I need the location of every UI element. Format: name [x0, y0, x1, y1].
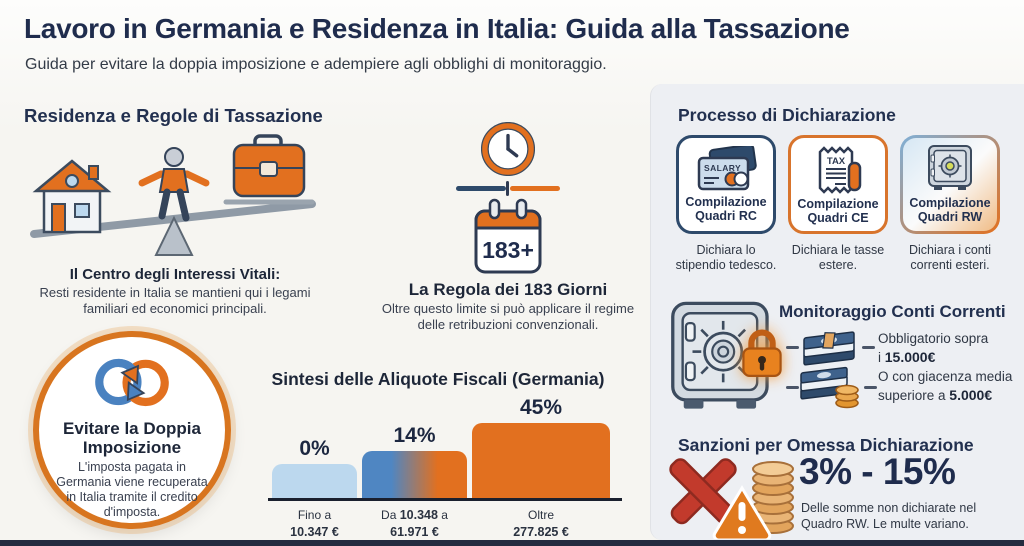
section-heading-residenza: Residenza e Regole di Tassazione [24, 105, 323, 126]
rule-183-body: Oltre questo limite si può applicare il … [381, 301, 635, 332]
safe-icon [671, 301, 769, 409]
card-caption-ce: Dichiara le tasse estere. [791, 243, 885, 273]
calendar-days-label: 183+ [482, 237, 534, 263]
chart-baseline [268, 498, 622, 501]
coins-stack-icon [752, 461, 794, 534]
padlock-icon [742, 329, 782, 377]
card-quadri-rw: Compilazione Quadri RW [900, 135, 1000, 234]
sanction-range-value: 3% - 15% [799, 451, 956, 492]
coins-icon [835, 384, 859, 409]
connector-dash [862, 346, 875, 349]
chart-bars: 0% 14% 45% [268, 396, 622, 498]
card-caption-rc: Dichiara lo stipendio tedesco. [675, 243, 777, 273]
bar-value-label: 45% [519, 396, 563, 419]
timeline-divider [456, 181, 560, 196]
banknotes-icon [803, 331, 855, 366]
bar-group-1: 0% [272, 437, 357, 498]
vital-interests-title: Il Centro degli Interessi Vitali: [69, 266, 281, 283]
tick-label-1: Fino a 10.347 € [290, 508, 339, 539]
card-quadri-rc: SALARY Compilazione Quadri RC [676, 135, 776, 234]
tick-label-2: Da 10.348 a 61.971 € [381, 508, 448, 539]
sanction-caption: Delle somme non dichiarate nel Quadro RW… [801, 501, 977, 531]
monitoring-item-1: Obbligatorio sopra i 15.000€ [878, 331, 989, 365]
salary-card-icon: SALARY [697, 146, 757, 191]
red-x-icon [669, 458, 737, 525]
safe-vault-icon [928, 145, 972, 190]
clock-icon [481, 122, 535, 176]
section-heading-processo: Processo di Dichiarazione [678, 105, 896, 125]
warning-triangle-icon [712, 485, 772, 539]
vital-interests-body: Resti residente in Italia se mantieni qu… [39, 285, 311, 316]
briefcase-icon [232, 134, 306, 198]
section-heading-sanzioni: Sanzioni per Omessa Dichiarazione [678, 435, 974, 455]
calendar-183-icon: 183+ [474, 198, 542, 274]
pivot-icon [154, 215, 194, 256]
page-title: Lavoro in Germania e Residenza in Italia… [24, 13, 850, 44]
tax-rates-bar-chart: 0% 14% 45% Fino a 10.347 € Da 10.348 a 6… [268, 396, 622, 540]
seesaw-balance-illustration [30, 134, 316, 256]
salary-text: SALARY [704, 163, 741, 173]
connector-dash [786, 346, 799, 349]
tax-receipt-icon: TAX [818, 146, 862, 194]
page-subtitle: Guida per evitare la doppia imposizione … [25, 56, 607, 73]
banknotes-coins-icon [800, 366, 859, 409]
chart-title: Sintesi delle Aliquote Fiscali (Germania… [271, 369, 605, 389]
tick-label-3: Oltre 277.825 € [513, 508, 569, 539]
timeline-tick [506, 181, 509, 196]
tax-text: TAX [827, 156, 846, 167]
timeline-left-segment [456, 186, 506, 191]
connector-dash [864, 386, 877, 389]
monitoring-item-2: O con giacenza media superiore a 5.000€ [878, 369, 1013, 403]
bar-45-percent [472, 423, 610, 498]
connector-dash [786, 386, 799, 389]
bottom-accent-bar [0, 540, 1024, 546]
chart-tick-labels: Fino a 10.347 € Da 10.348 a 61.971 € Olt… [268, 507, 622, 540]
double-taxation-title: Evitare la Doppia Imposizione [63, 419, 201, 458]
bar-group-2: 14% [362, 424, 467, 498]
bar-value-label: 0% [299, 437, 330, 460]
rule-183-title: La Regola dei 183 Giorni [408, 280, 608, 299]
circular-arrows-icon [95, 358, 169, 407]
timeline-right-segment [510, 186, 560, 191]
bar-0-percent [272, 464, 357, 498]
balancing-person-icon [138, 147, 210, 222]
card-caption-rw: Dichiara i conti correnti esteri. [909, 243, 991, 273]
double-taxation-badge: Evitare la Doppia Imposizione L'imposta … [33, 331, 231, 529]
section-heading-monitoraggio: Monitoraggio Conti Correnti [779, 302, 1006, 321]
bar-group-3: 45% [472, 396, 610, 498]
house-icon [32, 159, 112, 234]
card-label: Compilazione Quadri CE [797, 197, 879, 225]
card-label: Compilazione Quadri RC [685, 195, 767, 223]
bar-14-percent [362, 451, 467, 498]
card-quadri-ce: TAX Compilazione Quadri CE [788, 135, 888, 234]
bar-value-label: 14% [393, 424, 436, 447]
double-taxation-body: L'imposta pagata in Germania viene recup… [56, 460, 208, 520]
card-label: Compilazione Quadri RW [909, 196, 991, 224]
